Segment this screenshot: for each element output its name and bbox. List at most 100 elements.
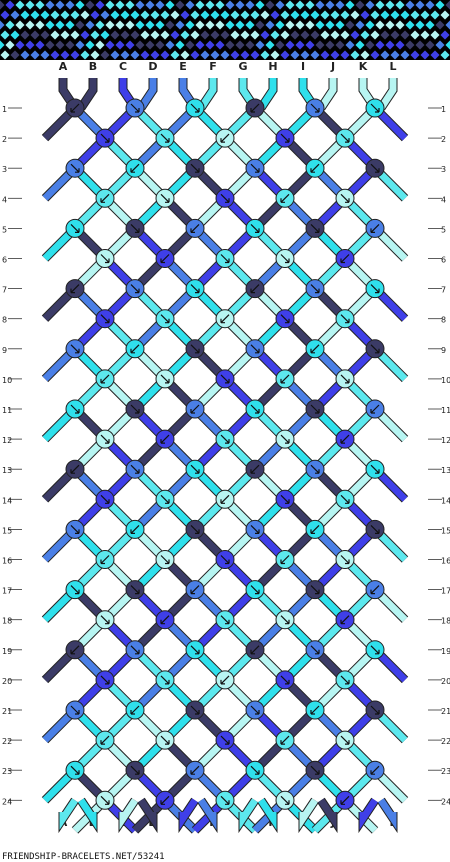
- row-number-left: 9: [2, 346, 7, 355]
- arrow-down-left-icon: [370, 404, 380, 414]
- row-number-left: 23: [2, 767, 12, 776]
- knot: [95, 610, 115, 630]
- arrow-down-right-icon: [280, 133, 290, 143]
- knot: [155, 369, 175, 389]
- arrow-down-right-icon: [100, 795, 110, 805]
- knot: [245, 399, 265, 419]
- arrow-down-right-icon: [130, 223, 140, 233]
- arrow-down-right-icon: [310, 103, 320, 113]
- knot: [305, 279, 325, 299]
- knot: [305, 459, 325, 479]
- knot: [65, 519, 85, 539]
- row-number-right: 7: [441, 286, 446, 295]
- row-number-left: 1: [2, 105, 7, 114]
- knot: [125, 279, 145, 299]
- arrow-down-left-icon: [340, 254, 350, 264]
- knot: [335, 188, 355, 208]
- string-label-top: A: [59, 60, 68, 73]
- arrow-down-left-icon: [280, 374, 290, 384]
- knot: [245, 700, 265, 720]
- string-label-top: K: [359, 60, 368, 73]
- arrow-down-left-icon: [310, 705, 320, 715]
- string-label-top: G: [238, 60, 247, 73]
- knot: [335, 730, 355, 750]
- row-number-right: 19: [441, 647, 450, 656]
- knot: [125, 339, 145, 359]
- arrow-down-right-icon: [220, 615, 230, 625]
- arrow-down-right-icon: [340, 193, 350, 203]
- row-number-left: 22: [2, 737, 12, 746]
- arrow-down-right-icon: [250, 585, 260, 595]
- knot: [95, 249, 115, 268]
- knot: [215, 128, 235, 148]
- arrow-down-right-icon: [100, 494, 110, 504]
- knot: [185, 218, 205, 238]
- knot: [65, 339, 85, 359]
- arrow-down-left-icon: [190, 404, 200, 414]
- knot: [275, 429, 295, 449]
- knot: [185, 459, 205, 479]
- arrow-down-left-icon: [340, 434, 350, 444]
- row-number-right: 18: [441, 617, 450, 626]
- knot: [275, 369, 295, 389]
- arrow-down-right-icon: [130, 284, 140, 294]
- arrow-down-right-icon: [160, 374, 170, 384]
- arrow-down-right-icon: [220, 254, 230, 264]
- string-label-top: J: [330, 60, 335, 73]
- string-tail-bottom: [258, 798, 277, 830]
- arrow-down-right-icon: [130, 464, 140, 474]
- string-tail-bottom: [59, 798, 78, 830]
- arrow-down-right-icon: [100, 434, 110, 444]
- knot: [95, 369, 115, 389]
- row-number-left: 10: [2, 376, 12, 385]
- arrow-down-right-icon: [280, 434, 290, 444]
- string-tail-top: [78, 78, 97, 110]
- arrow-down-right-icon: [340, 374, 350, 384]
- arrow-down-right-icon: [190, 705, 200, 715]
- arrow-down-left-icon: [130, 163, 140, 173]
- row-number-left: 5: [2, 225, 7, 234]
- arrow-down-right-icon: [370, 103, 380, 113]
- arrow-down-right-icon: [100, 615, 110, 625]
- arrow-down-right-icon: [340, 555, 350, 565]
- knot: [305, 700, 325, 720]
- arrow-down-right-icon: [190, 464, 200, 474]
- knot: [185, 580, 205, 600]
- knot: [155, 550, 175, 569]
- arrow-down-left-icon: [160, 254, 170, 264]
- string-label-top: C: [119, 60, 127, 73]
- row-number-right: 1: [441, 105, 446, 114]
- knot: [245, 218, 265, 238]
- knot: [215, 670, 235, 690]
- arrow-down-right-icon: [340, 314, 350, 324]
- knot: [215, 309, 235, 329]
- knot: [65, 760, 85, 780]
- knot: [185, 399, 205, 419]
- arrow-down-right-icon: [190, 103, 200, 113]
- arrow-down-left-icon: [100, 193, 110, 203]
- row-number-left: 11: [2, 406, 12, 415]
- knot: [95, 790, 115, 810]
- arrow-down-left-icon: [310, 163, 320, 173]
- arrow-down-right-icon: [70, 705, 80, 715]
- string-label-top: F: [209, 60, 217, 73]
- knot: [155, 309, 175, 329]
- row-number-left: 8: [2, 316, 7, 325]
- arrow-down-right-icon: [340, 675, 350, 685]
- knot: [125, 760, 145, 780]
- knot: [305, 158, 325, 178]
- string-label-top: B: [89, 60, 97, 73]
- row-number-right: 6: [441, 256, 446, 265]
- knot: [215, 730, 235, 750]
- knot: [245, 519, 265, 539]
- arrow-down-right-icon: [160, 314, 170, 324]
- knot: [125, 218, 145, 238]
- knot: [215, 489, 235, 509]
- string-tail-top: [258, 78, 277, 110]
- knot: [245, 339, 265, 359]
- row-number-right: 22: [441, 737, 450, 746]
- arrow-down-right-icon: [220, 555, 230, 565]
- row-number-right: 8: [441, 316, 446, 325]
- arrow-down-right-icon: [160, 675, 170, 685]
- knot: [335, 610, 355, 630]
